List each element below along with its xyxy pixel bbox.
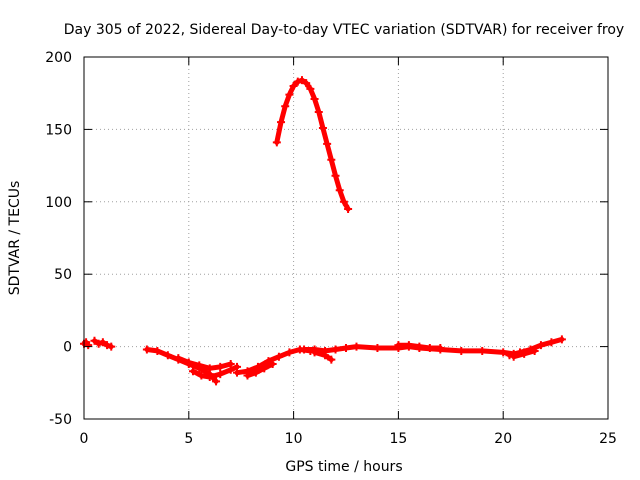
- series-arc-2: [90, 336, 116, 351]
- x-tick-label: 5: [184, 431, 193, 447]
- data-points: [80, 76, 566, 386]
- data-point: [509, 352, 518, 361]
- data-point: [281, 102, 290, 111]
- data-point: [478, 346, 487, 355]
- data-point: [293, 77, 302, 86]
- data-point: [163, 351, 172, 360]
- data-point: [274, 352, 283, 361]
- chart-title: Day 305 of 2022, Sidereal Day-to-day VTE…: [64, 22, 624, 38]
- x-tick-label: 25: [599, 431, 617, 447]
- data-point: [536, 341, 545, 350]
- x-tick-label: 20: [494, 431, 512, 447]
- series-line: [245, 361, 276, 379]
- y-tick-label: 0: [63, 340, 72, 356]
- data-point: [530, 346, 539, 355]
- series-arc-6: [233, 345, 315, 377]
- data-point: [285, 348, 294, 357]
- data-point: [425, 344, 434, 353]
- data-point: [153, 346, 162, 355]
- series-arc-8: [272, 76, 353, 214]
- data-point: [373, 344, 382, 353]
- data-point: [84, 341, 93, 350]
- data-point: [289, 81, 298, 90]
- data-point: [174, 354, 183, 363]
- data-point: [297, 76, 306, 85]
- data-point: [352, 342, 361, 351]
- data-point: [339, 197, 348, 206]
- data-point: [226, 365, 235, 374]
- data-point: [318, 123, 327, 132]
- data-point: [344, 205, 353, 214]
- y-axis-label: SDTVAR / TECUs: [7, 181, 23, 296]
- data-point: [103, 341, 112, 350]
- data-point: [436, 344, 445, 353]
- data-point: [323, 139, 332, 148]
- data-point: [277, 118, 286, 127]
- data-point: [205, 364, 214, 373]
- data-point: [260, 364, 269, 373]
- data-point: [188, 367, 197, 376]
- series-arc-11: [394, 341, 445, 353]
- data-point: [342, 344, 350, 353]
- data-point: [547, 338, 556, 347]
- data-point: [331, 171, 340, 180]
- axis-ticks: 0 5 10 15 20 25 -50 0 50 100 150 200: [45, 50, 617, 447]
- data-point: [285, 90, 294, 99]
- y-tick-label: -50: [49, 412, 72, 428]
- data-point: [216, 370, 225, 379]
- data-point: [499, 348, 508, 357]
- series-arc-10: [310, 348, 336, 364]
- data-point: [251, 368, 260, 377]
- data-point: [306, 84, 315, 93]
- x-axis-label: GPS time / hours: [285, 459, 402, 475]
- data-point: [310, 348, 319, 357]
- data-point: [300, 345, 309, 354]
- data-point: [94, 339, 103, 348]
- data-point: [335, 186, 344, 195]
- data-point: [216, 362, 225, 371]
- y-tick-label: 100: [45, 195, 72, 211]
- y-tick-label: 150: [45, 122, 72, 138]
- y-tick-label: 50: [54, 267, 72, 283]
- series-arc-13: [509, 346, 539, 361]
- data-point: [302, 79, 311, 88]
- plot-frame: [83, 56, 609, 420]
- data-point: [520, 349, 529, 358]
- data-point: [404, 341, 413, 350]
- series-arc-1: [80, 338, 93, 350]
- data-point: [314, 108, 323, 117]
- grid: [84, 57, 608, 419]
- data-point: [243, 371, 252, 380]
- data-point: [327, 155, 336, 164]
- y-tick-label: 200: [45, 50, 72, 66]
- data-point: [310, 94, 319, 103]
- x-tick-label: 0: [80, 431, 89, 447]
- data-point: [98, 338, 107, 347]
- data-point: [205, 373, 214, 382]
- data-point: [195, 361, 204, 370]
- data-point: [415, 342, 424, 351]
- data-point: [233, 368, 242, 377]
- data-point: [327, 355, 336, 364]
- data-point: [394, 341, 403, 350]
- data-point: [268, 359, 277, 368]
- data-point: [142, 345, 151, 354]
- data-point: [184, 358, 193, 367]
- data-point: [557, 335, 566, 344]
- data-point: [212, 377, 221, 386]
- x-tick-label: 10: [285, 431, 303, 447]
- data-point: [107, 342, 116, 351]
- data-point: [197, 371, 206, 380]
- series-arc-4: [174, 354, 235, 373]
- series-arc-7: [243, 359, 277, 380]
- x-tick-label: 15: [389, 431, 407, 447]
- data-point: [321, 351, 330, 360]
- data-point: [331, 345, 340, 354]
- data-point: [272, 138, 281, 147]
- data-point: [457, 346, 466, 355]
- data-point: [90, 336, 99, 345]
